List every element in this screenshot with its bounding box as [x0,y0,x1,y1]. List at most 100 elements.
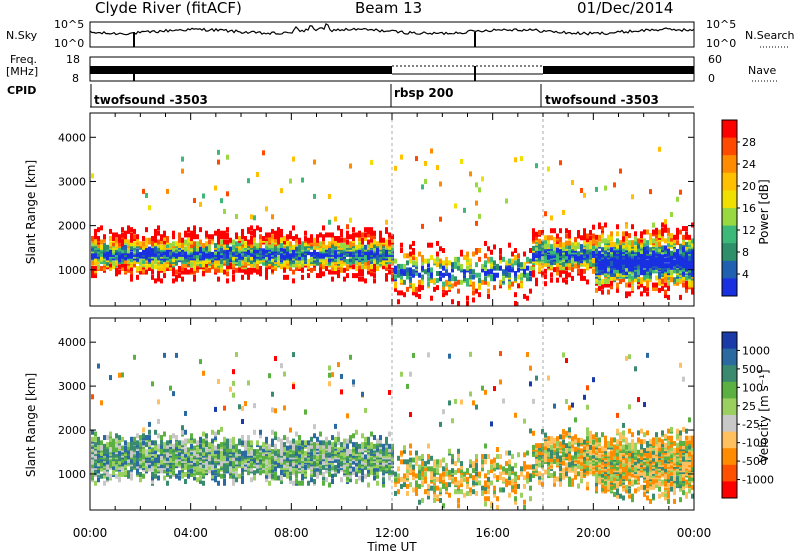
echo-cell [256,243,259,249]
echo-cell [598,234,601,240]
echo-cell [259,459,262,465]
echo-cell [424,489,427,495]
echo-cell [415,485,418,491]
echo-cell [598,263,601,269]
echo-cell [178,443,181,449]
echo-cell [115,464,118,470]
echo-cell [229,246,232,252]
echo-cell [109,457,112,463]
echo-cell [415,461,418,467]
echo-cell [211,450,214,456]
echo-cell [529,381,532,387]
echo-cell [610,231,613,237]
echo-cell [523,269,526,275]
echo-cell [265,239,268,245]
echo-cell [205,433,208,439]
echo-cell [358,475,361,481]
echo-cell [367,471,370,477]
echo-cell [292,244,295,250]
echo-cell [460,249,463,255]
echo-cell [598,250,601,256]
echo-cell [667,275,670,281]
echo-cell [589,261,592,267]
echo-cell [655,286,658,292]
echo-cell [148,435,151,441]
echo-cell [514,255,517,261]
echo-cell [208,244,211,250]
echo-cell [481,454,484,460]
echo-cell [433,278,436,284]
echo-cell [661,231,664,237]
echo-cell [133,234,136,240]
echo-cell [109,436,112,442]
echo-cell [271,464,274,470]
freq-trace [90,65,694,81]
echo-cell [103,443,106,449]
cpid-segment-2: rbsp 200 [394,86,454,100]
echo-cell [265,244,268,250]
echo-cell [367,232,370,238]
echo-cell [208,251,211,257]
echo-cell [622,231,625,237]
echo-cell [130,241,133,247]
echo-cell [559,237,562,243]
echo-cell [190,433,193,439]
echo-cell [484,260,487,266]
echo-cell [568,240,571,246]
echo-cell [127,239,130,245]
echo-cell [586,258,589,264]
echo-cell [433,286,436,292]
echo-cell [667,241,670,247]
echo-cell [349,260,352,266]
echo-cell [451,274,454,280]
echo-cell [448,400,451,406]
echo-cell [544,268,547,274]
echo-cell [415,292,418,298]
echo-cell [457,279,460,285]
echo-cell [574,240,577,246]
echo-cell [304,464,307,470]
echo-cell [436,285,439,291]
echo-cell [604,282,607,288]
echo-cell [91,260,94,266]
echo-cell [328,445,331,451]
echo-cell [262,454,265,460]
echo-cell [649,233,652,239]
echo-cell [190,239,193,245]
echo-cell [217,255,220,261]
echo-cell [595,277,598,283]
echo-cell [532,464,535,470]
echo-cell [430,295,433,301]
echo-cell [232,392,235,398]
echo-cell [484,389,487,395]
echo-cell [364,442,367,448]
echo-cell [148,266,151,272]
echo-cell [646,291,649,297]
echo-cell [154,248,157,254]
echo-cell [445,485,448,491]
echo-cell [388,468,391,474]
echo-cell [358,447,361,453]
echo-cell [442,285,445,291]
echo-cell [226,438,229,444]
echo-cell [376,470,379,476]
echo-cell [274,454,277,460]
echo-cell [322,447,325,453]
echo-cell [415,270,418,276]
echo-cell [484,496,487,502]
echo-cell [91,241,94,247]
echo-cell [487,476,490,482]
echo-cell [532,231,535,237]
echo-cell [130,269,133,275]
echo-cell [283,239,286,245]
echo-cell [520,272,523,278]
echo-cell [199,436,202,442]
y-tick-label: 3000 [58,175,86,188]
echo-cell [310,477,313,483]
echo-cell [235,267,238,273]
echo-cell [271,391,274,397]
echo-cell [469,487,472,493]
echo-cell [358,468,361,474]
echo-cell [529,258,532,264]
